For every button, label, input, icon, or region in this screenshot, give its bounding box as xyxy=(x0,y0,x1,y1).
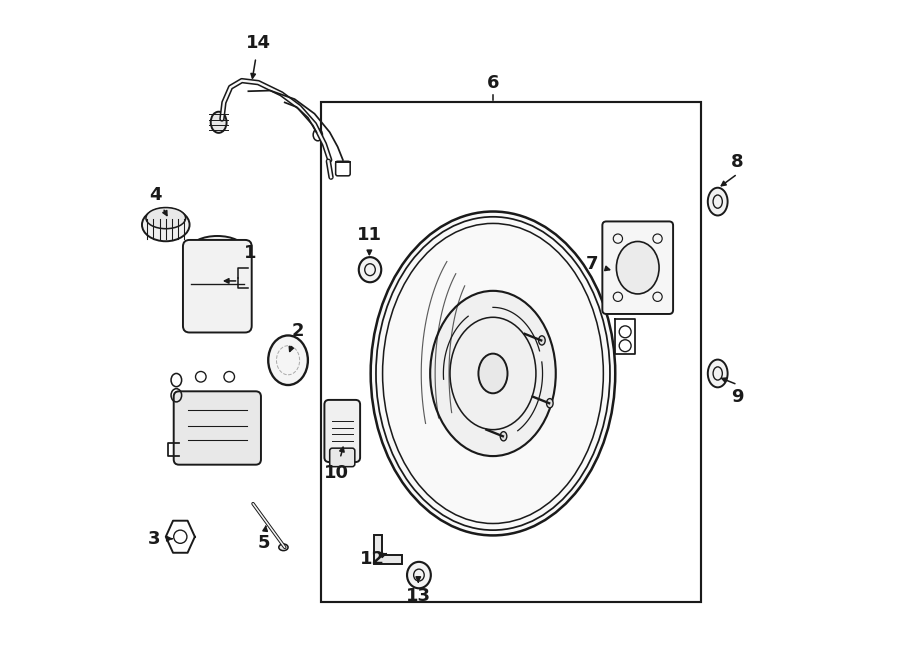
Ellipse shape xyxy=(707,360,727,387)
Text: 5: 5 xyxy=(257,534,270,553)
Ellipse shape xyxy=(546,399,554,408)
Text: 4: 4 xyxy=(149,186,162,204)
Text: 11: 11 xyxy=(357,225,382,244)
Text: 12: 12 xyxy=(360,549,385,568)
Ellipse shape xyxy=(407,562,431,588)
Polygon shape xyxy=(374,535,401,564)
Ellipse shape xyxy=(479,354,508,393)
FancyBboxPatch shape xyxy=(324,400,360,462)
Text: 8: 8 xyxy=(731,153,743,171)
Ellipse shape xyxy=(371,212,616,535)
Ellipse shape xyxy=(190,236,245,262)
Text: 9: 9 xyxy=(732,387,743,406)
Text: 13: 13 xyxy=(406,587,431,605)
Ellipse shape xyxy=(279,544,288,551)
Ellipse shape xyxy=(500,432,507,441)
Ellipse shape xyxy=(707,188,727,215)
FancyBboxPatch shape xyxy=(183,240,252,332)
Text: 14: 14 xyxy=(246,34,271,52)
Text: 1: 1 xyxy=(244,243,256,262)
FancyBboxPatch shape xyxy=(329,448,355,467)
Text: 2: 2 xyxy=(292,321,304,340)
Text: 10: 10 xyxy=(324,463,349,482)
Ellipse shape xyxy=(211,112,227,133)
Bar xyxy=(321,102,701,602)
Ellipse shape xyxy=(616,241,659,294)
Ellipse shape xyxy=(142,208,190,241)
Text: 7: 7 xyxy=(586,255,598,274)
Ellipse shape xyxy=(268,335,308,385)
FancyBboxPatch shape xyxy=(174,391,261,465)
Text: 3: 3 xyxy=(148,529,161,548)
Ellipse shape xyxy=(359,257,382,282)
FancyBboxPatch shape xyxy=(602,221,673,314)
Text: 6: 6 xyxy=(487,73,500,92)
Ellipse shape xyxy=(538,336,545,345)
Ellipse shape xyxy=(430,291,556,456)
Ellipse shape xyxy=(146,208,185,229)
